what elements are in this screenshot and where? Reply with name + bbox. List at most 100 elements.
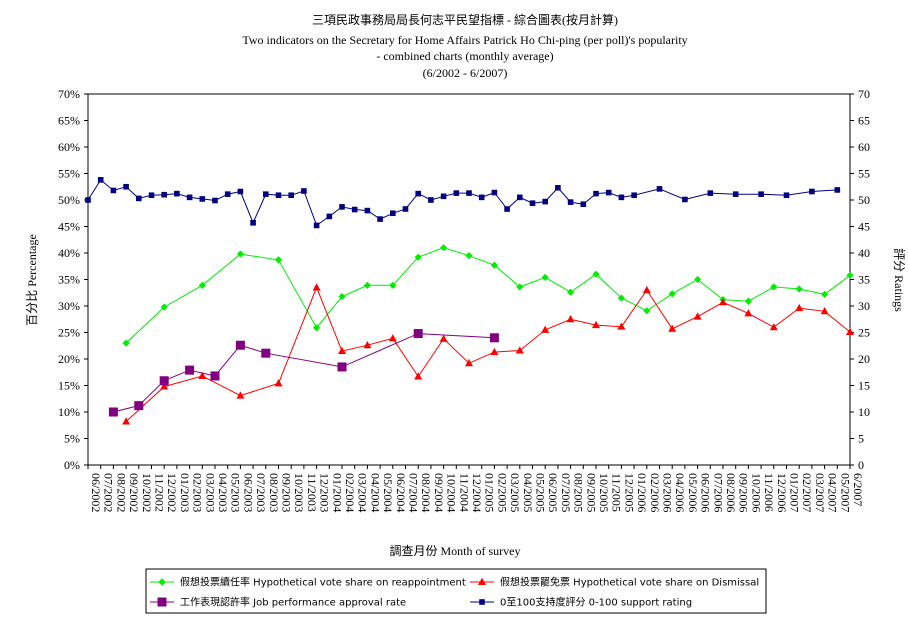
- series-1-point: [490, 261, 498, 269]
- x-tick-label: 11/2005: [610, 473, 624, 512]
- y-left-tick-label: 50%: [58, 193, 80, 207]
- legend-swatch-marker: [157, 597, 167, 607]
- series-1-point: [122, 339, 130, 347]
- series-3-line: [113, 333, 495, 413]
- series-2-point: [769, 323, 778, 331]
- series-2-point: [541, 325, 550, 333]
- x-tick-label: 10/2004: [445, 473, 459, 512]
- y-left-tick-label: 20%: [58, 352, 80, 366]
- legend-box: [145, 568, 767, 614]
- series-1-point: [643, 307, 651, 315]
- y-right-tick-label: 55: [858, 167, 870, 181]
- series-4-point: [682, 196, 688, 203]
- x-tick-label: 04/2003: [216, 473, 230, 512]
- x-tick-label: 06/2002: [89, 473, 103, 512]
- series-1-point: [440, 244, 448, 252]
- series-3-point: [235, 340, 245, 350]
- series-4-point: [428, 197, 434, 203]
- x-tick-label: 06/2005: [546, 473, 560, 512]
- x-tick-label: 08/2004: [419, 473, 433, 512]
- y-right-tick-label: 15: [858, 379, 870, 393]
- series-1-point: [160, 303, 168, 311]
- series-2-point: [160, 382, 169, 390]
- x-tick-label: 01/2007: [788, 473, 802, 512]
- series-3-point: [210, 371, 220, 381]
- legend-item-3: 工作表現認許率 Job performance approval rate: [150, 596, 406, 609]
- series-4-point: [364, 207, 371, 214]
- legend-label: 假想投票罷免票 Hypothetical vote share on Dismi…: [500, 576, 759, 589]
- series-4-point: [339, 204, 345, 210]
- y-left-tick-label: 5%: [64, 432, 80, 446]
- series-1-point: [541, 273, 549, 281]
- y-right-axis: 0 5 10 15 20 25 30 35 40 45 50 55 60 65 70: [850, 87, 870, 472]
- x-tick-label: 05/2007: [838, 473, 852, 512]
- legend-label: 0至100支持度評分 0-100 support rating: [500, 596, 692, 609]
- series-4-point: [631, 192, 637, 199]
- x-tick-label: 11/2002: [153, 473, 167, 512]
- series-2-point: [439, 334, 448, 342]
- y-right-tick-label: 30: [858, 299, 870, 313]
- series-4-point: [313, 222, 320, 229]
- series-3-point: [261, 348, 271, 358]
- y-right-tick-label: 20: [858, 352, 870, 366]
- legend-label: 工作表現認許率 Job performance approval rate: [180, 596, 406, 609]
- x-tick-label: 06/2006: [699, 473, 713, 512]
- legend-item-1: 假想投票續任率 Hypothetical vote share on reapp…: [150, 576, 466, 589]
- series-1-point: [363, 281, 371, 289]
- series-1: [122, 244, 854, 347]
- x-tick-label: 6/2007: [851, 473, 865, 506]
- y-right-tick-label: 45: [858, 220, 870, 234]
- series-1-line: [125, 247, 851, 344]
- series-4-point: [186, 194, 193, 201]
- series-4-point: [529, 200, 536, 206]
- series-1-point: [414, 253, 422, 261]
- x-tick-label: 09/2003: [280, 473, 294, 512]
- chart-title-line-2: Two indicators on the Secretary for Home…: [242, 33, 687, 47]
- y-right-tick-label: 50: [858, 193, 870, 207]
- series-3: [108, 329, 499, 417]
- series-2-point: [642, 285, 651, 294]
- series-1-point: [389, 281, 397, 289]
- series-4-point: [263, 191, 269, 197]
- series-4-point: [288, 192, 294, 199]
- y-left-tick-label: 65%: [58, 114, 80, 128]
- series-3-point: [108, 407, 118, 417]
- series-4-point: [212, 197, 218, 204]
- x-tick-label: 06/2004: [394, 473, 408, 512]
- x-tick-label: 02/2006: [648, 473, 662, 512]
- y-left-tick-label: 45%: [58, 220, 80, 234]
- series-2-point: [566, 315, 575, 323]
- series-2-point: [414, 372, 423, 380]
- series-1-point: [567, 288, 575, 296]
- x-tick-label: 09/2002: [127, 473, 141, 512]
- y-left-tick-label: 25%: [58, 326, 80, 340]
- legend-item-4: 0至100支持度評分 0-100 support rating: [470, 596, 692, 609]
- series-4-point: [326, 213, 333, 220]
- y-left-tick-label: 10%: [58, 405, 80, 419]
- x-tick-label: 05/2004: [381, 473, 395, 512]
- series-4-point: [618, 194, 625, 201]
- series-2-line: [125, 286, 851, 422]
- series-4-point: [504, 206, 510, 212]
- series-2-point: [592, 320, 600, 329]
- x-tick-label: 02/2003: [191, 473, 205, 512]
- chart-title-line-4: (6/2002 - 6/2007): [423, 66, 508, 80]
- series-4-point: [567, 199, 574, 205]
- series-2-point: [719, 298, 727, 306]
- x-tick-label: 11/2003: [305, 473, 319, 512]
- x-tick-label: 09/2005: [584, 473, 598, 512]
- series-2-point: [846, 327, 854, 335]
- series-2-point: [795, 303, 804, 312]
- series-2-point: [490, 347, 499, 356]
- y-axis-right-label: 評分 Ratings: [892, 248, 907, 312]
- x-tick-label: 10/2006: [749, 473, 763, 512]
- x-tick-label: 02/2005: [495, 473, 509, 512]
- series-4-point: [593, 190, 599, 197]
- x-tick-label: 01/2003: [178, 473, 192, 512]
- y-right-tick-label: 0: [858, 458, 864, 472]
- y-left-tick-label: 70%: [58, 87, 80, 101]
- series-4-point: [377, 216, 383, 222]
- x-tick-label: 07/2004: [407, 473, 421, 512]
- x-tick-label: 12/2005: [622, 473, 636, 512]
- y-right-tick-label: 60: [858, 140, 870, 154]
